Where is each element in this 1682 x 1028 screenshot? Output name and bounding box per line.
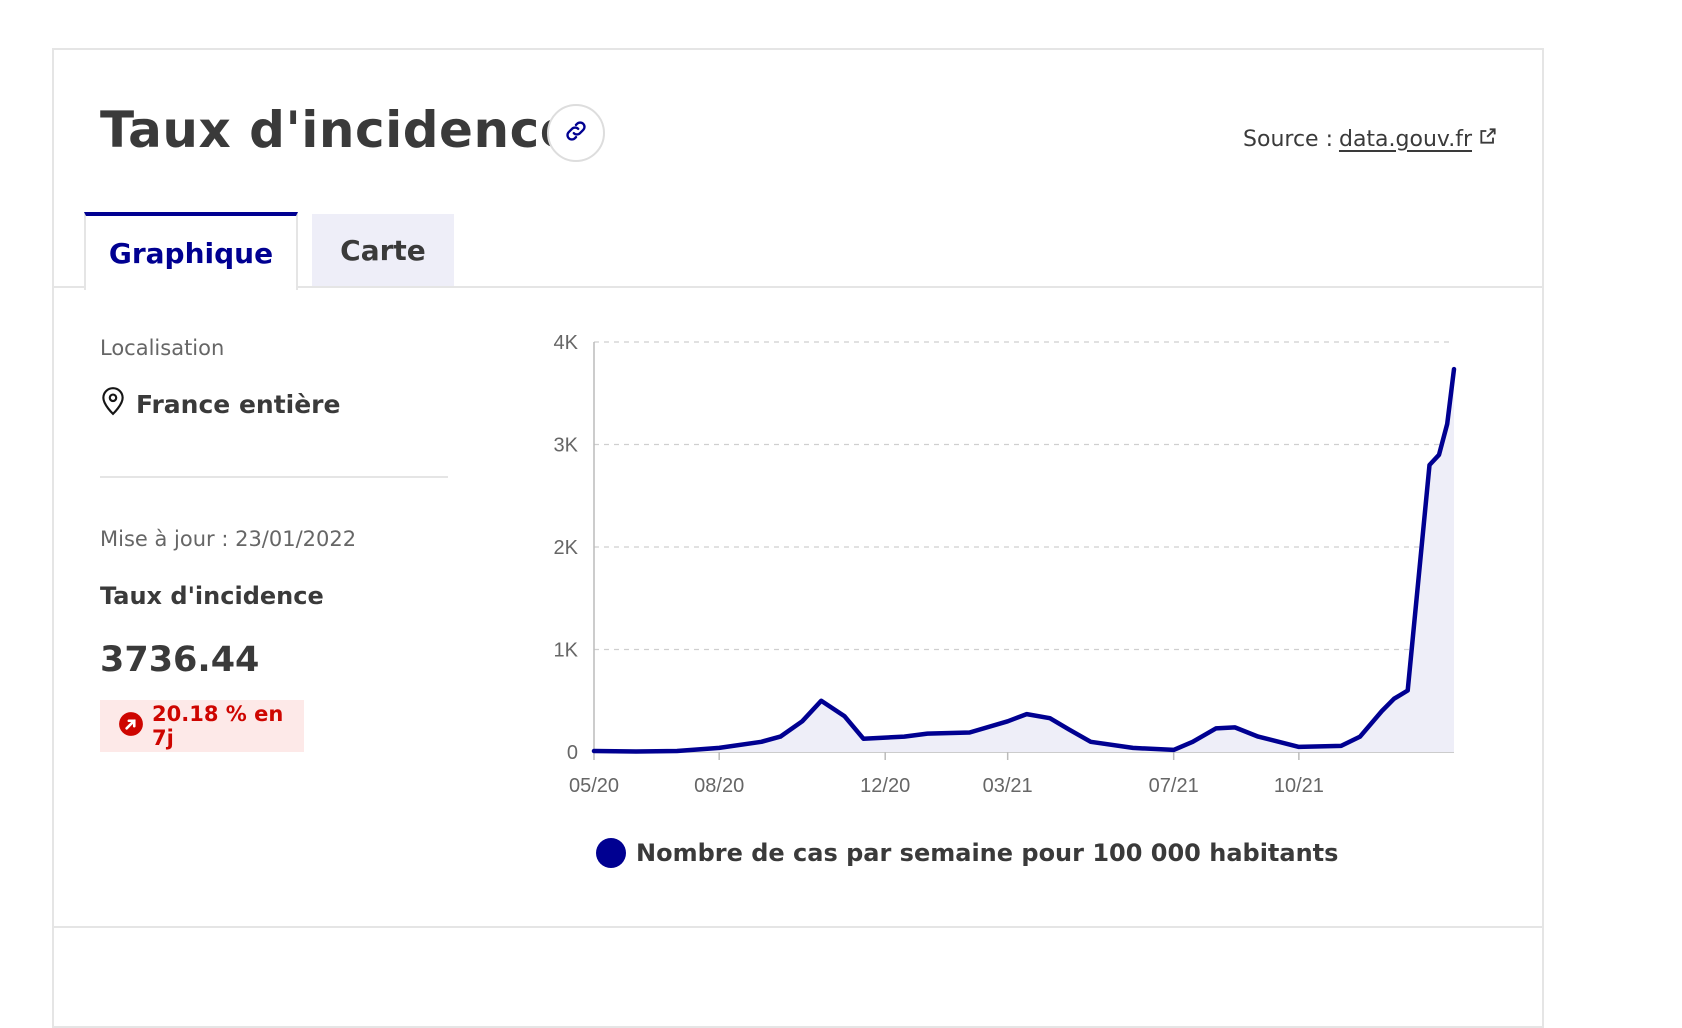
location-selector[interactable]: France entière — [100, 386, 340, 422]
y-tick-label: 2K — [554, 537, 579, 559]
legend-label: Nombre de cas par semaine pour 100 000 h… — [636, 839, 1338, 867]
y-tick-label: 1K — [554, 640, 579, 662]
link-icon — [563, 118, 589, 148]
last-updated: Mise à jour : 23/01/2022 — [100, 527, 356, 551]
tab-graphique[interactable]: Graphique — [84, 212, 298, 290]
source-attribution: Source : data.gouv.fr — [1243, 126, 1498, 152]
x-tick-label: 05/20 — [569, 775, 619, 797]
x-tick-label: 10/21 — [1274, 775, 1324, 797]
incidence-card: Taux d'incidence Source : data.gouv.fr G… — [52, 48, 1544, 1028]
source-label: Source : — [1243, 127, 1333, 152]
source-link[interactable]: data.gouv.fr — [1339, 127, 1472, 152]
y-tick-label: 3K — [554, 435, 579, 457]
sidebar-divider — [100, 476, 448, 478]
series-line — [594, 369, 1454, 751]
arrow-up-right-circle-icon — [118, 711, 144, 742]
external-link-icon — [1478, 126, 1498, 152]
x-tick-label: 07/21 — [1149, 775, 1199, 797]
x-tick-label: 08/20 — [694, 775, 744, 797]
change-badge: 20.18 % en 7j — [100, 700, 304, 752]
location-value: France entière — [136, 390, 340, 419]
chart-legend: Nombre de cas par semaine pour 100 000 h… — [596, 838, 1338, 868]
x-tick-label: 12/20 — [860, 775, 910, 797]
change-text: 20.18 % en 7j — [152, 702, 304, 750]
series-area — [594, 369, 1454, 752]
location-pin-icon — [100, 386, 126, 422]
y-tick-label: 4K — [554, 332, 579, 354]
tab-carte[interactable]: Carte — [312, 214, 454, 286]
copy-link-button[interactable] — [547, 104, 605, 162]
location-label: Localisation — [100, 336, 224, 360]
metric-value: 3736.44 — [100, 640, 259, 680]
metric-label: Taux d'incidence — [100, 582, 324, 610]
incidence-chart: 0 1K 2K 3K 4K 05/20 08/20 12/20 03/21 07/21 10/21 — [514, 312, 1474, 802]
card-bottom-divider — [54, 926, 1542, 928]
legend-swatch — [596, 838, 626, 868]
page-title: Taux d'incidence — [100, 98, 574, 162]
y-tick-label: 0 — [567, 742, 578, 764]
x-tick-label: 03/21 — [983, 775, 1033, 797]
